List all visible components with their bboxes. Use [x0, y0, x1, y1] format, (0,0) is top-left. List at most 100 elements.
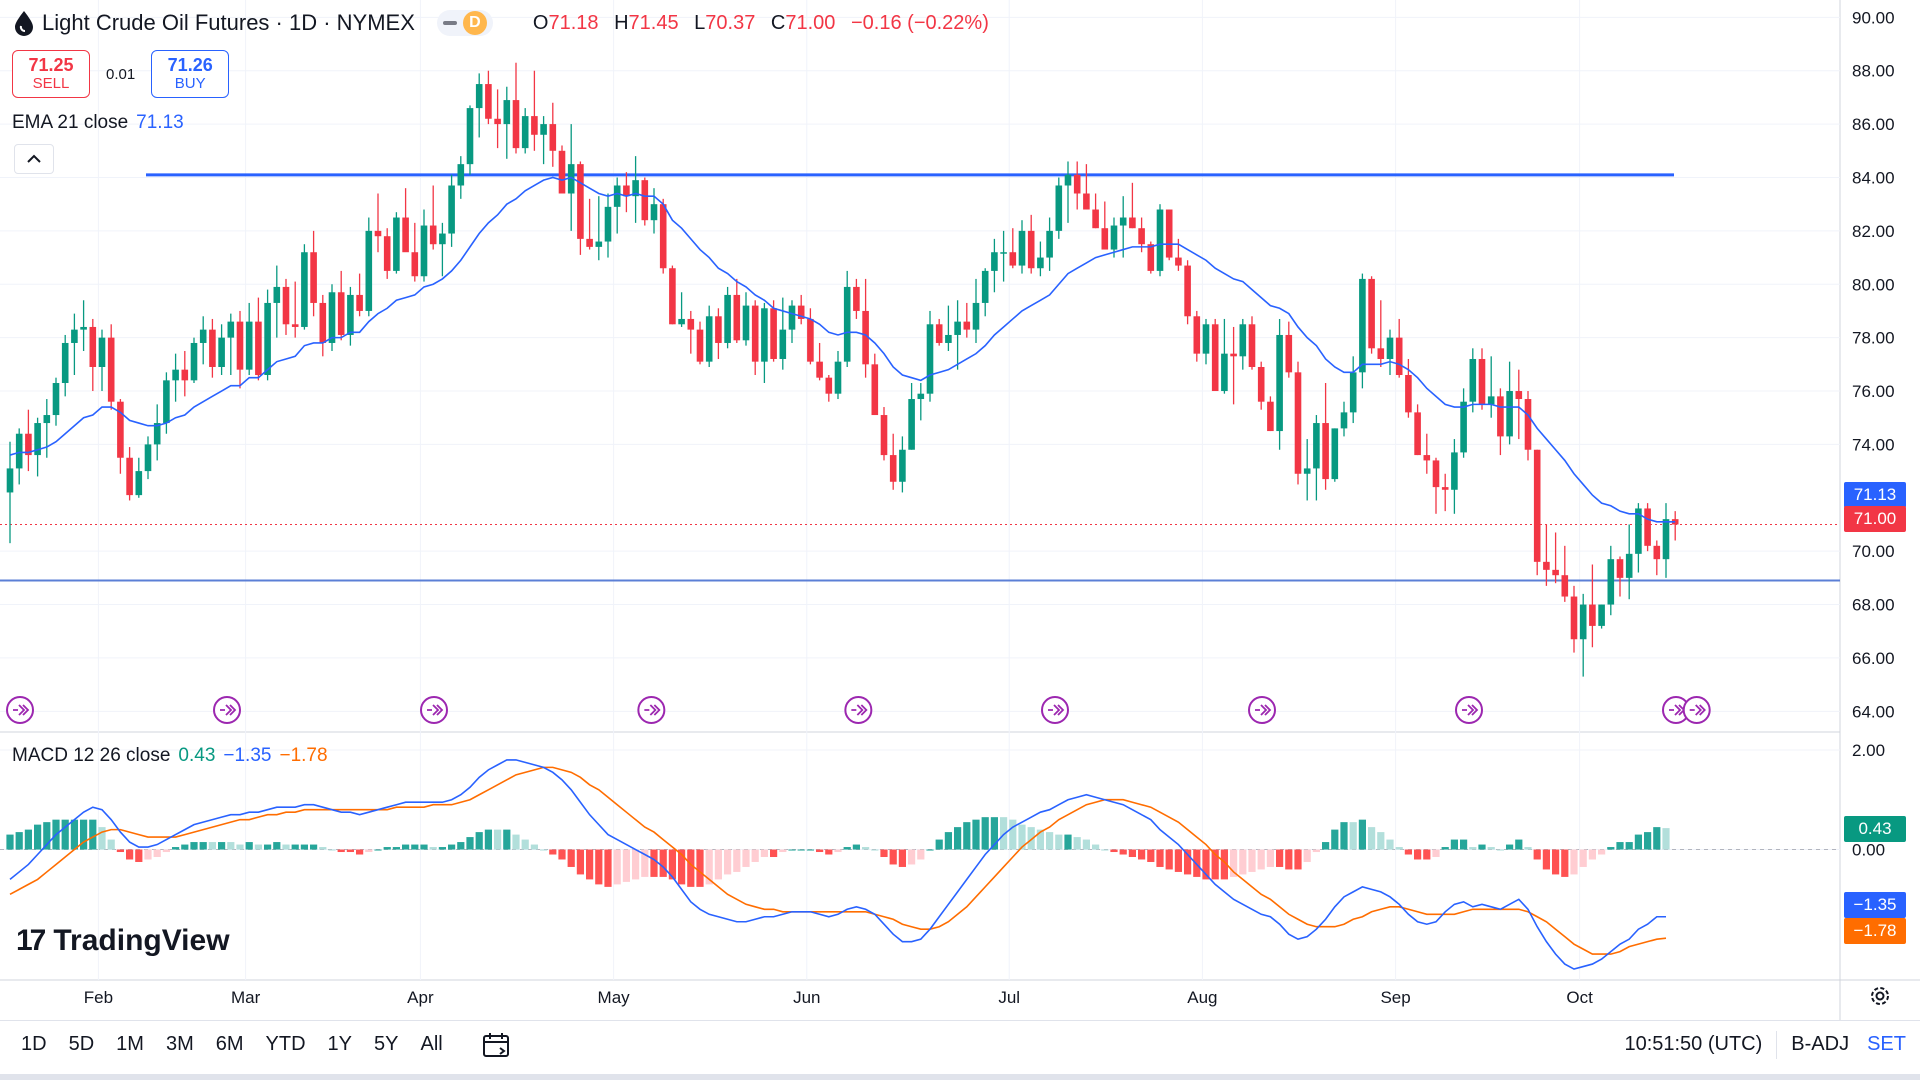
macd-histogram-bar	[291, 844, 299, 850]
macd-line	[9, 759, 1666, 970]
event-marker[interactable]	[844, 696, 873, 724]
macd-histogram-bar	[310, 844, 318, 850]
price-tick-label: 68.00	[1852, 596, 1895, 615]
macd-histogram-bar	[1358, 819, 1366, 850]
adjustment-toggle[interactable]: B-ADJ	[1791, 1033, 1850, 1055]
macd-histogram-bar	[963, 822, 971, 850]
range-5y[interactable]: 5Y	[374, 1033, 399, 1055]
macd-histogram-bar	[1515, 839, 1523, 850]
ema-legend[interactable]: EMA 21 close 71.13	[12, 112, 184, 134]
ema-line	[9, 176, 1676, 523]
candle-body	[908, 399, 915, 450]
macd-histogram-bar	[687, 849, 695, 887]
candle-body	[383, 236, 391, 271]
candle-body	[411, 252, 419, 277]
event-marker[interactable]	[1041, 696, 1069, 724]
macd-histogram-bar	[70, 819, 78, 850]
macd-histogram-bar	[162, 849, 170, 853]
calendar-icon[interactable]	[482, 1032, 510, 1058]
range-3m[interactable]: 3M	[165, 1033, 194, 1055]
range-5d[interactable]: 5D	[68, 1033, 95, 1055]
macd-histogram-bar	[1368, 827, 1376, 850]
candle-body	[1570, 596, 1578, 640]
symbol-title[interactable]: Light Crude Oil Futures · 1D · NYMEX	[42, 10, 415, 35]
macd-histogram-bar	[1294, 849, 1302, 870]
low-value: 70.37	[705, 11, 756, 34]
candle-body	[245, 321, 253, 370]
event-marker[interactable]	[1682, 696, 1711, 724]
candle-body	[1349, 372, 1357, 413]
candle-body	[1000, 252, 1007, 254]
candle-body	[1322, 423, 1329, 480]
candle-body	[273, 286, 281, 303]
candle-body	[227, 321, 235, 338]
macd-histogram-bar	[852, 844, 860, 850]
candle-body	[1451, 452, 1458, 490]
candle-body	[402, 217, 409, 253]
time-tick-label: Jul	[998, 988, 1020, 1007]
event-marker[interactable]	[637, 696, 666, 724]
candle-body	[761, 308, 768, 362]
macd-histogram-bar	[512, 834, 520, 850]
macd-histogram-bar	[1285, 849, 1293, 870]
buy-button[interactable]: 71.26 BUY	[151, 50, 230, 98]
range-1y[interactable]: 1Y	[327, 1033, 353, 1055]
sell-button[interactable]: 71.25 SELL	[12, 50, 90, 98]
candle-body	[43, 415, 51, 424]
candle-body	[1156, 209, 1164, 271]
horizontal-levels[interactable]	[0, 173, 1840, 582]
tradingview-logo[interactable]: 17 TradingView	[16, 924, 230, 958]
macd-histogram-bar	[1414, 849, 1422, 860]
signal-line	[9, 766, 1667, 955]
candle-body	[889, 455, 897, 482]
macd-histogram-bar	[779, 849, 787, 853]
macd-histogram-bar	[530, 844, 538, 850]
macd-legend[interactable]: MACD 12 26 close 0.43 −1.35 −1.78	[12, 745, 328, 767]
range-all[interactable]: All	[420, 1033, 443, 1055]
clock[interactable]: 10:51:50 (UTC)	[1624, 1033, 1763, 1055]
candle-body	[1616, 559, 1624, 578]
macd-histogram-bar	[632, 849, 640, 880]
candle-body	[1405, 375, 1412, 413]
macd-histogram-bar	[1082, 839, 1090, 850]
event-marker[interactable]	[213, 696, 241, 724]
event-marker[interactable]	[6, 696, 34, 724]
macd-histogram-bar	[420, 844, 428, 850]
macd-histogram-bar	[1607, 847, 1615, 850]
candle-body	[1552, 569, 1559, 576]
interval-pill[interactable]: D	[436, 10, 493, 36]
macd-histogram-bar	[144, 849, 152, 860]
session-toggle[interactable]: SET	[1867, 1033, 1906, 1055]
macd-histogram-bar	[1506, 844, 1514, 850]
macd-histogram-bar	[705, 849, 713, 885]
candle-body	[1368, 278, 1375, 349]
candle-body	[521, 116, 529, 149]
range-6m[interactable]: 6M	[215, 1033, 244, 1055]
macd-histogram-bar	[724, 849, 732, 875]
settings-gear-icon[interactable]	[1868, 984, 1892, 1008]
candle-body	[807, 318, 814, 362]
macd-histogram-bar	[429, 847, 437, 850]
event-marker[interactable]	[1455, 696, 1483, 724]
macd-histogram-bar	[1000, 817, 1008, 850]
spread-value: 0.01	[106, 65, 136, 83]
range-1d[interactable]: 1D	[21, 1033, 47, 1055]
macd-histogram-bar	[576, 849, 584, 875]
event-marker[interactable]	[1248, 696, 1276, 724]
macd-histogram-bar	[300, 844, 308, 850]
candle-body	[172, 369, 179, 381]
candle-body	[328, 292, 336, 343]
candle-body	[797, 305, 805, 319]
candle-body	[853, 286, 860, 311]
range-1m[interactable]: 1M	[116, 1033, 144, 1055]
event-marker[interactable]	[420, 696, 448, 724]
candle-body	[1055, 185, 1063, 231]
candle-body	[1386, 337, 1394, 359]
macd-histogram-bar	[448, 844, 456, 850]
candle-body	[1414, 412, 1421, 456]
range-ytd[interactable]: YTD	[265, 1033, 306, 1055]
event-markers[interactable]	[6, 696, 1711, 724]
collapse-legend-button[interactable]	[14, 144, 54, 174]
macd-histogram-bar	[264, 844, 272, 850]
